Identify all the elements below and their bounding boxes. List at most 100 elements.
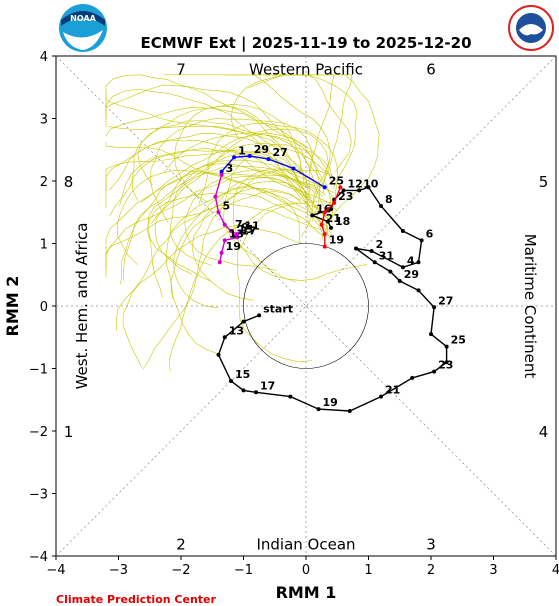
series-point [388, 269, 393, 274]
series-point [216, 210, 221, 215]
series-point [372, 260, 377, 265]
point-label: 8 [385, 193, 393, 206]
phase-label: 3 [426, 536, 436, 554]
series-point [219, 172, 224, 177]
series-line [221, 155, 326, 188]
series-point [219, 250, 224, 255]
series-point [241, 388, 246, 393]
series-point [432, 305, 437, 310]
series-point [247, 154, 252, 158]
ensemble-member-line [105, 142, 333, 237]
x-tick-label: −4 [46, 563, 65, 578]
ensemble-member-line [232, 168, 367, 281]
unit-circle [243, 243, 369, 369]
ensemble-member-line [140, 134, 332, 231]
region-label-top: Western Pacific [249, 61, 363, 79]
y-tick-label: −1 [29, 363, 48, 378]
point-label: 19 [226, 240, 241, 253]
ensemble-member-line [173, 186, 301, 309]
series-point [410, 375, 415, 380]
region-label-bottom: Indian Ocean [256, 536, 355, 554]
point-label: 25 [329, 174, 344, 187]
credit-text: Climate Prediction Center [56, 593, 216, 606]
series-point [400, 229, 405, 233]
y-axis-label: RMM 2 [3, 276, 22, 337]
ensemble-member-line [184, 169, 324, 271]
series-point [400, 265, 405, 270]
y-tick-label: 1 [40, 238, 48, 253]
series-point [325, 219, 330, 224]
series-point [257, 313, 262, 318]
series-point [222, 335, 227, 340]
ensemble-member-line [198, 123, 339, 223]
series-point [419, 238, 424, 243]
ensemble-member-line [142, 202, 327, 370]
series-point [354, 246, 358, 251]
ensemble-member-line [163, 74, 331, 195]
series-point [238, 230, 243, 235]
series-point [232, 234, 237, 238]
phase-label: 7 [176, 61, 186, 79]
point-label: 29 [254, 143, 269, 156]
series-point [322, 185, 327, 190]
series-point [379, 204, 383, 208]
y-tick-label: 3 [40, 113, 48, 128]
ensemble-member-line [230, 74, 358, 189]
ensemble-member-line [120, 172, 326, 285]
series-point [222, 238, 227, 243]
point-label: 5 [223, 199, 231, 212]
phase-label: 4 [539, 423, 549, 441]
point-label: 19 [329, 234, 344, 247]
phase-label: 6 [426, 61, 436, 79]
phase-label: 8 [64, 173, 74, 191]
series-point [213, 194, 218, 199]
point-label: start [263, 302, 293, 315]
series-point [232, 155, 237, 160]
x-tick-label: 3 [489, 563, 497, 578]
x-tick-label: −1 [234, 563, 253, 578]
ensemble-member-line [165, 181, 329, 300]
point-label: 10 [363, 177, 379, 190]
point-label: 12 [348, 177, 363, 190]
series-point [219, 169, 224, 174]
series-point [329, 207, 333, 212]
series-point [266, 157, 271, 162]
ensemble-members [105, 74, 380, 372]
region-label-right: Maritime Continent [521, 234, 539, 379]
phase-label: 5 [539, 173, 549, 191]
series-point [254, 390, 258, 395]
ensemble-member-line [105, 74, 307, 181]
series-point [338, 185, 343, 190]
ensemble-member-line [116, 169, 314, 265]
series-point [235, 232, 240, 237]
phase-label: 1 [64, 423, 74, 441]
chart-title: ECMWF Ext | 2025-11-19 to 2025-12-20 [140, 34, 471, 53]
y-tick-label: −3 [29, 488, 48, 503]
series-point [291, 166, 296, 171]
point-label: 4 [407, 254, 415, 267]
point-label: 15 [235, 368, 250, 381]
series-line [217, 186, 448, 412]
ensemble-member-line [105, 84, 305, 182]
ensemble-member-line [223, 144, 333, 283]
x-axis-label: RMM 1 [276, 583, 337, 602]
series-point [288, 394, 293, 399]
series-point [222, 222, 227, 227]
ensemble-member-line [147, 165, 310, 283]
x-tick-label: −2 [171, 563, 190, 578]
point-label: 18 [335, 215, 350, 228]
series-point [329, 225, 333, 230]
series-point [322, 210, 327, 215]
ensemble-member-line [163, 128, 329, 238]
y-tick-label: 0 [40, 300, 48, 315]
ensemble-member-line [105, 88, 310, 200]
point-label: 25 [451, 334, 466, 347]
series-point [444, 360, 449, 365]
x-tick-label: 0 [302, 563, 310, 578]
ensemble-member-line [122, 225, 302, 368]
point-label: 11 [244, 219, 259, 232]
y-tick-label: 2 [40, 175, 48, 190]
series-point [429, 332, 433, 337]
point-label: 7 [235, 218, 243, 231]
